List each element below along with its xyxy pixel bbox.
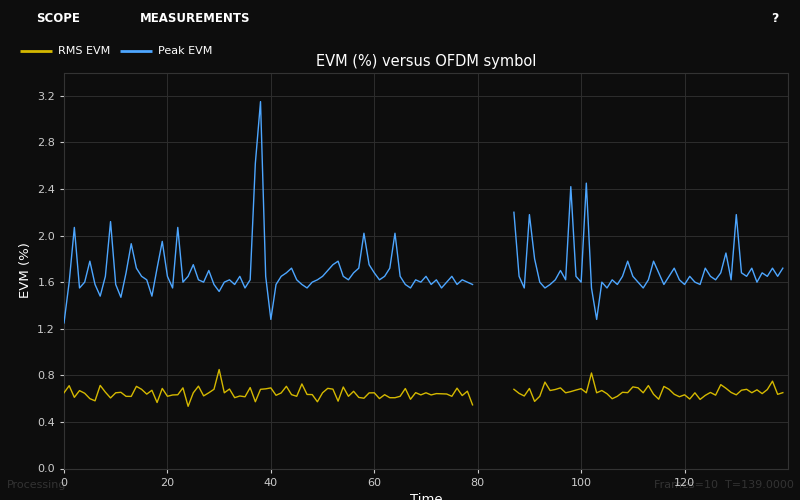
Text: Frames=10  T=139.0000: Frames=10 T=139.0000 [654, 480, 794, 490]
Text: RMS EVM: RMS EVM [58, 46, 110, 56]
X-axis label: Time: Time [410, 493, 442, 500]
Text: SCOPE: SCOPE [36, 12, 80, 24]
Text: Peak EVM: Peak EVM [158, 46, 212, 56]
Text: ?: ? [771, 12, 779, 24]
Text: Processing: Processing [6, 480, 66, 490]
Y-axis label: EVM (%): EVM (%) [18, 242, 31, 298]
Title: EVM (%) versus OFDM symbol: EVM (%) versus OFDM symbol [316, 54, 536, 68]
Text: MEASUREMENTS: MEASUREMENTS [140, 12, 250, 24]
